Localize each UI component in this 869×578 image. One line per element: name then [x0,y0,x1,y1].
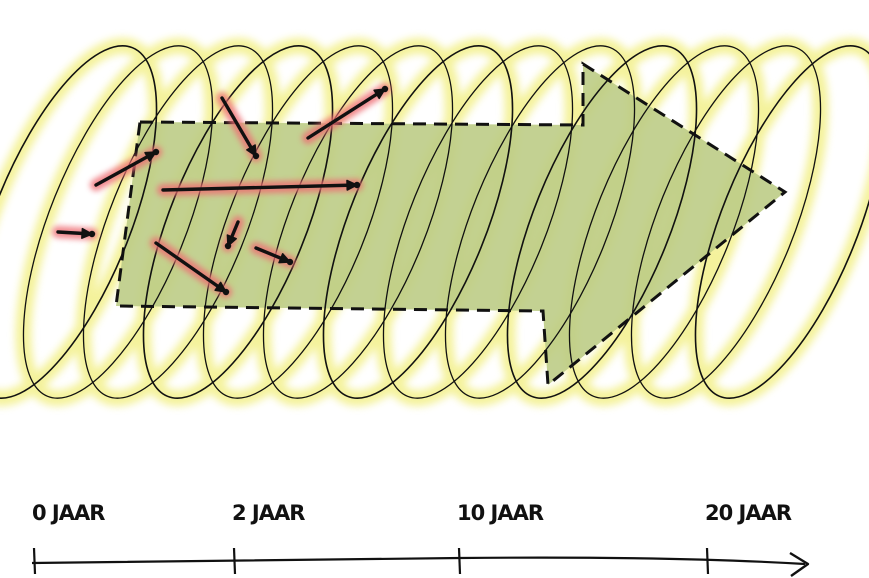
spiral-loop [0,45,158,399]
arrow-right-icon [789,551,810,577]
spiral-loop [382,45,574,399]
timeline-tick-label: 2 JAAR [232,501,305,525]
scattered-small-arrows [56,85,389,296]
spiral-loop [568,45,760,399]
spiral-coil [0,45,869,399]
spiral-loop [142,45,334,399]
timeline-tick [232,547,237,575]
timeline-line [31,556,806,566]
small-arrow [254,246,294,266]
timeline-tick [32,547,37,575]
timeline-tick-label: 20 JAAR [705,501,792,525]
spiral-loop [262,45,454,399]
spiral-loop [444,45,636,399]
spiral-loop [22,45,214,399]
timeline-tick [457,547,462,575]
spiral-loop [202,45,394,399]
small-arrow [224,220,240,250]
timeline-tick [705,547,710,575]
timeline-tick-label: 10 JAAR [457,501,544,525]
spiral-loop [630,45,822,399]
timeline-axis: 0 JAAR 2 JAAR 10 JAAR 20 JAAR [31,501,810,577]
spiral-loop [322,45,514,399]
small-arrow [56,227,96,239]
timeline-tick-label: 0 JAAR [32,501,105,525]
small-arrow [94,148,160,187]
dashed-block-arrow [114,61,788,388]
small-arrow [161,179,361,192]
spiral-loop [694,45,869,399]
small-arrow [306,85,389,140]
spiral-loop [82,45,274,399]
small-arrow [154,241,230,296]
small-arrow [220,96,260,160]
spiral-loop [506,45,698,399]
